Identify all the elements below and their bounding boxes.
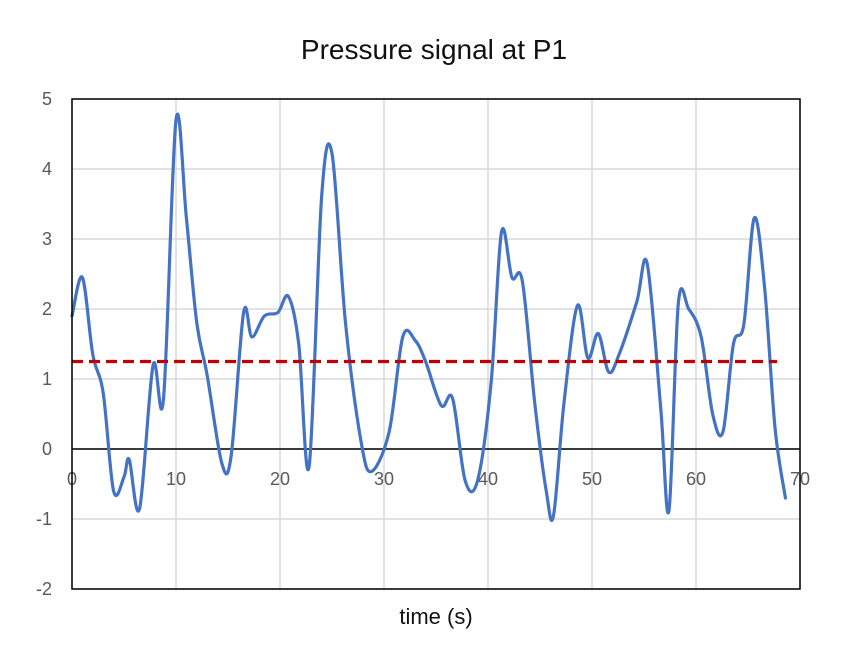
- pressure-series-line: [70, 112, 788, 523]
- y-tick-label: 0: [42, 439, 52, 459]
- x-tick-label: 60: [686, 469, 706, 489]
- series: [70, 112, 788, 523]
- x-tick-label: 20: [270, 469, 290, 489]
- y-tick-label: 4: [42, 159, 52, 179]
- gridlines: [71, 98, 801, 590]
- x-tick-label: 50: [582, 469, 602, 489]
- x-tick-label: 30: [374, 469, 394, 489]
- y-tick-label: 3: [42, 229, 52, 249]
- x-axis-label: time (s): [399, 604, 473, 629]
- plot-frame: [71, 98, 801, 590]
- x-tick-label: 10: [166, 469, 186, 489]
- y-tick-label: 1: [42, 369, 52, 389]
- x-tick-label: 40: [478, 469, 498, 489]
- y-tick-label: -1: [36, 509, 52, 529]
- y-tick-label: -2: [36, 579, 52, 599]
- chart-title: Pressure signal at P1: [300, 34, 568, 65]
- y-tick-label: 2: [42, 299, 52, 319]
- y-tick-label: 5: [42, 89, 52, 109]
